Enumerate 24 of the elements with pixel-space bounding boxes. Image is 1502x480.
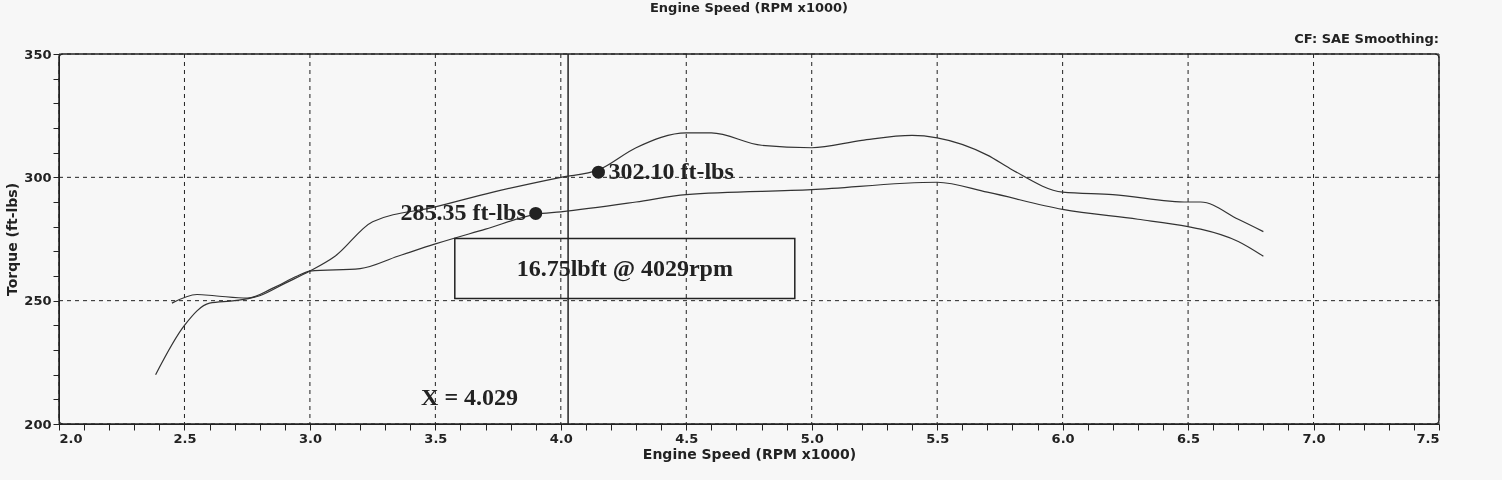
x-tick-label: 7.0 xyxy=(1302,430,1326,446)
line-series xyxy=(155,132,1264,376)
data-label: 285.35 ft-lbs xyxy=(400,199,526,226)
x-tick-label: 6.5 xyxy=(1177,430,1201,446)
y-tick-label: 300 xyxy=(24,169,52,185)
x-axis-title: Engine Speed (RPM x1000) xyxy=(642,445,857,462)
x-tick-label: 5.5 xyxy=(926,430,950,446)
x-tick-label: 2.0 xyxy=(59,430,83,446)
y-axis-title: Torque (ft-lbs) xyxy=(4,182,21,297)
text: CF: SAE Smoothing: xyxy=(1294,31,1439,46)
x-tick-label: 5.0 xyxy=(800,430,824,446)
y-tick-label: 350 xyxy=(24,46,52,62)
x-tick-label: 7.5 xyxy=(1416,430,1440,446)
x-tick-label: 2.5 xyxy=(173,430,197,446)
x-tick-label: 3.0 xyxy=(298,430,322,446)
chart-title: Engine Speed (RPM x1000) xyxy=(649,0,849,15)
data-label: 302.10 ft-lbs xyxy=(608,158,734,185)
x-tick-label: 4.5 xyxy=(675,430,699,446)
y-tick-label: 250 xyxy=(24,293,52,309)
x-tick-label: 3.5 xyxy=(424,430,448,446)
x-tick-label: 6.0 xyxy=(1051,430,1075,446)
y-tick-label: 200 xyxy=(24,416,52,432)
ref-line-label: X = 4.029 xyxy=(421,384,519,410)
x-tick-label: 4.0 xyxy=(549,430,573,446)
